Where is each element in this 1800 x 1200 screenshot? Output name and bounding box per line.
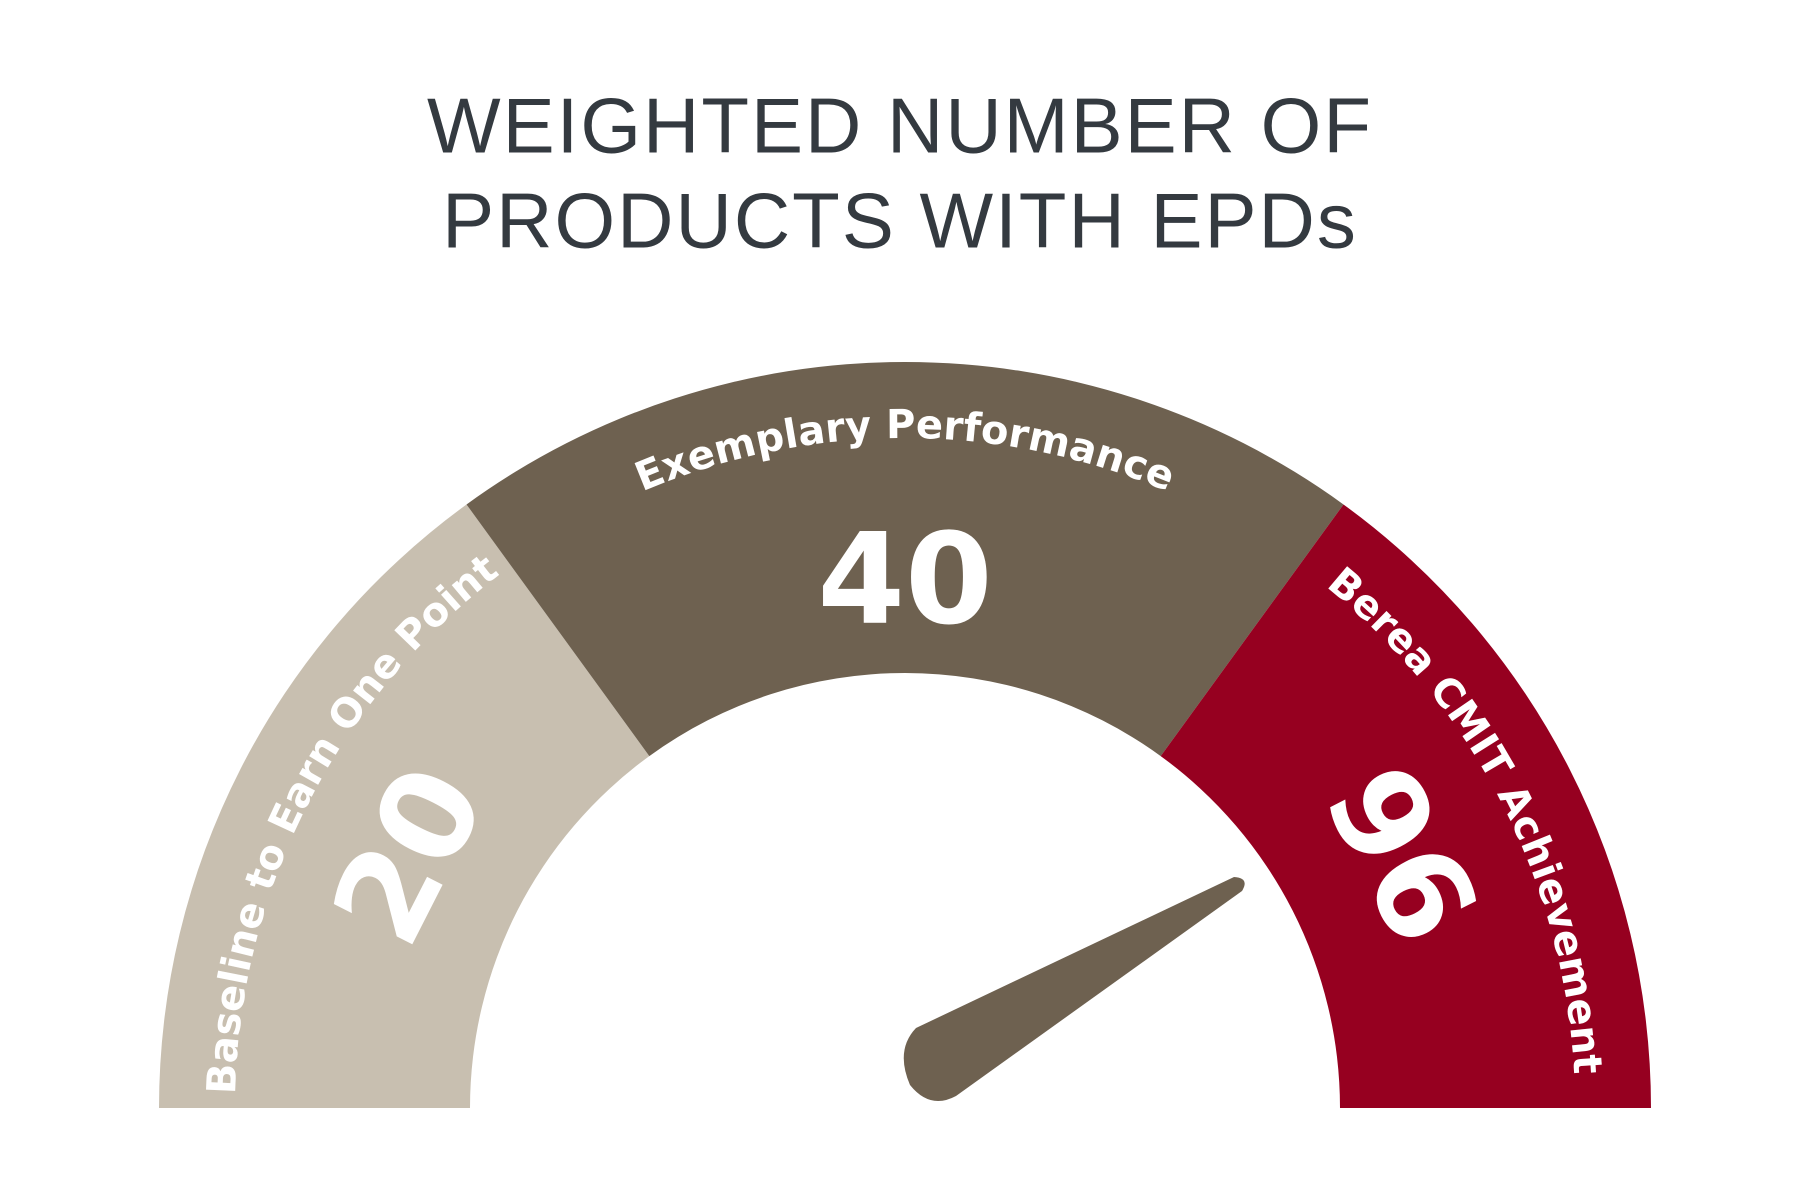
title-line: WEIGHTED NUMBER OF xyxy=(427,82,1373,170)
needle-shape xyxy=(903,877,1245,1102)
title-line: PRODUCTS WITH EPDs xyxy=(442,177,1358,265)
needle xyxy=(903,877,1245,1102)
gauge-segment xyxy=(466,362,1344,757)
gauge-segment xyxy=(1160,504,1651,1108)
segment-value: 40 xyxy=(817,506,992,653)
gauge-segment xyxy=(159,504,650,1108)
